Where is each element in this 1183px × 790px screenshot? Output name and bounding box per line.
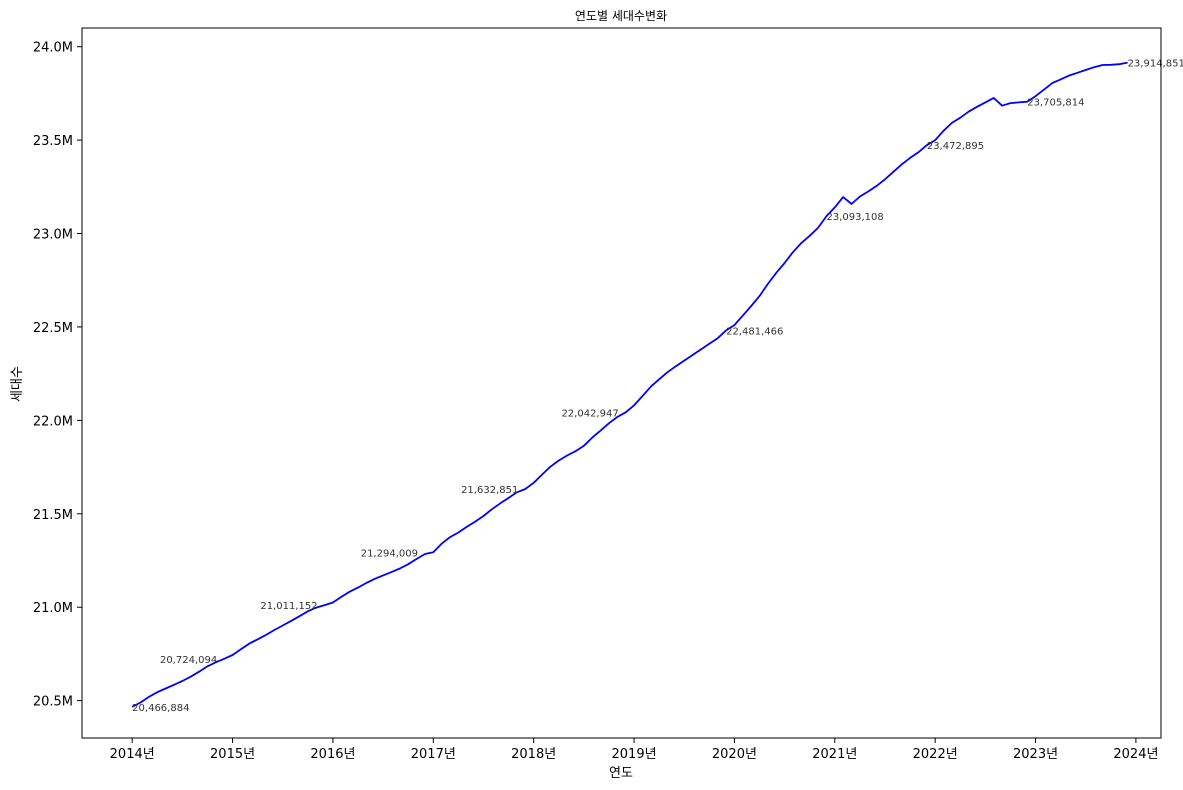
data-label: 23,705,814	[1027, 98, 1084, 109]
x-tick-label: 2017년	[411, 747, 456, 762]
x-tick-label: 2019년	[612, 747, 657, 762]
y-tick-label: 21.0M	[33, 601, 73, 616]
y-tick-label: 24.0M	[33, 41, 73, 56]
x-tick-label: 2016년	[310, 747, 355, 762]
y-axis: 20.5M 21.0M 21.5M 22.0M 22.5M 23.0M 23.5M 24.0M	[33, 41, 82, 710]
data-label: 23,914,851	[1128, 59, 1183, 70]
data-label: 22,481,466	[726, 326, 783, 337]
data-label: 21,294,009	[361, 548, 418, 559]
y-tick-label: 23.0M	[33, 228, 73, 243]
y-tick-label: 23.5M	[33, 134, 73, 149]
y-tick-label: 21.5M	[33, 508, 73, 523]
plot-area: 20,466,884 20,724,094 21,011,152 21,294,009…	[131, 59, 1183, 714]
x-tick-label: 2023년	[1013, 747, 1058, 762]
y-axis-label: 세대수	[10, 366, 25, 402]
x-tick-label: 2020년	[712, 747, 757, 762]
x-tick-label: 2018년	[511, 747, 556, 762]
x-tick-label: 2015년	[210, 747, 255, 762]
x-tick-label: 2021년	[812, 747, 857, 762]
y-tick-label: 20.5M	[33, 695, 73, 710]
x-tick-label: 2022년	[913, 747, 958, 762]
data-label: 23,093,108	[826, 212, 883, 223]
data-label: 20,724,094	[160, 655, 217, 666]
data-label: 21,632,851	[461, 485, 518, 496]
plot-frame	[81, 27, 1162, 739]
x-tick-label: 2014년	[110, 747, 155, 762]
x-tick-label: 2024년	[1113, 747, 1158, 762]
y-tick-label: 22.5M	[33, 321, 73, 336]
series-line	[131, 61, 1128, 708]
y-tick-label: 22.0M	[33, 414, 73, 429]
chart-title: 연도별 세대수변화	[575, 9, 667, 23]
data-label: 21,011,152	[260, 601, 317, 612]
data-label: 22,042,947	[561, 408, 618, 419]
data-label: 23,472,895	[927, 141, 984, 152]
x-axis: 2014년 2015년 2016년 2017년 2018년 2019년 2020년 2021년…	[110, 738, 1158, 762]
data-label: 20,466,884	[132, 703, 189, 714]
x-axis-label: 연도	[609, 766, 633, 781]
